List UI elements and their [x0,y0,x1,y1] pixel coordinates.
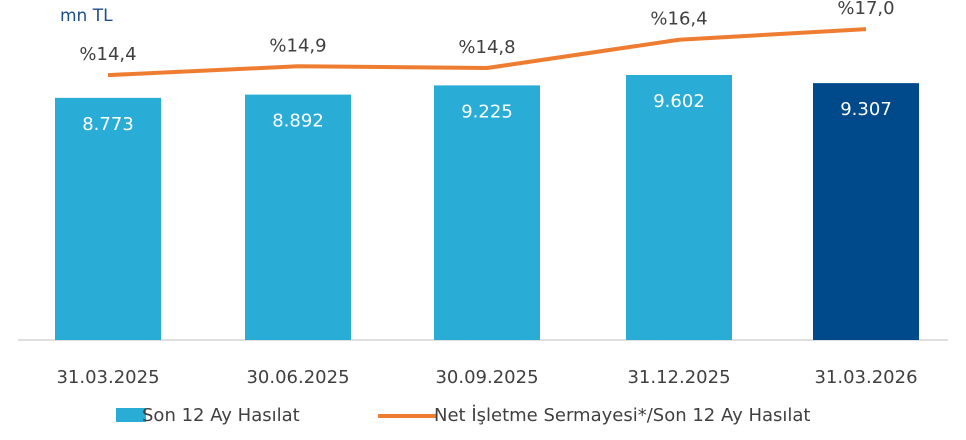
bar-value-label: 8.892 [272,111,324,132]
x-tick-label: 30.06.2025 [246,367,349,388]
legend-label: Son 12 Ay Hasılat [142,405,300,426]
bar [55,97,161,340]
bar [245,94,351,340]
bar-value-label: 9.307 [840,99,892,120]
bar-value-label: 9.225 [461,101,513,122]
x-tick-label: 30.09.2025 [435,367,538,388]
line [107,27,867,78]
line-value-label: %14,8 [458,37,515,58]
x-tick-label: 31.03.2026 [814,367,917,388]
line-value-label: %16,4 [650,9,707,30]
legend-swatch [116,408,146,422]
bar-value-label: 9.602 [653,91,705,112]
line-value-label: %17,0 [837,0,894,19]
unit-label: mn TL [60,6,113,26]
line-value-label: %14,9 [269,35,326,56]
legend-label: Net İşletme Sermayesi*/Son 12 Ay Hasılat [434,405,810,426]
bar [813,83,919,340]
bar-value-label: 8.773 [82,114,134,135]
x-tick-label: 31.12.2025 [627,367,730,388]
x-tick-label: 31.03.2025 [56,367,159,388]
bar [434,85,540,340]
line-value-label: %14,4 [79,44,136,65]
bar [626,74,732,340]
